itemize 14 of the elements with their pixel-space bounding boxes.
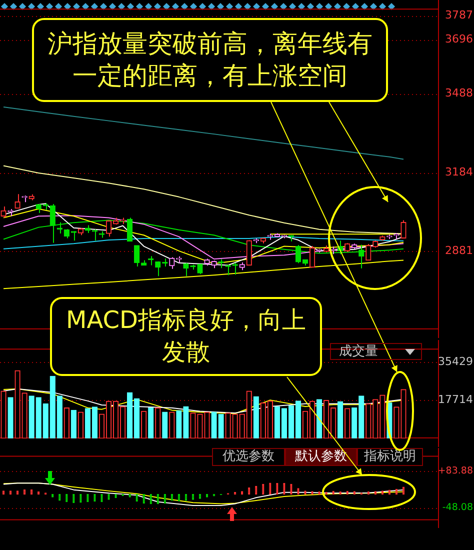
y-tick-label: 2881 <box>445 244 473 258</box>
annotation: 优选参数 <box>212 448 285 466</box>
y-tick-label: 3696 <box>445 32 473 46</box>
y-tick-label: 17714 <box>438 393 473 406</box>
annotation: 沪指放量突破前高，离年线有一定的距离，有上涨空间 <box>46 28 374 92</box>
y-tick-label: 35429 <box>438 354 473 368</box>
y-tick-label: +83.88 <box>438 465 473 476</box>
annotation: 指标说明 <box>357 448 423 466</box>
y-tick-label: 3184 <box>445 165 473 178</box>
y-tick-label: 3488 <box>445 86 473 100</box>
annotation: MACD指标良好，向上发散 <box>65 305 307 368</box>
annotation: 默认参数 <box>285 448 357 466</box>
y-tick-label: -48.08 <box>442 502 473 514</box>
y-tick-label: 3787 <box>445 8 473 22</box>
